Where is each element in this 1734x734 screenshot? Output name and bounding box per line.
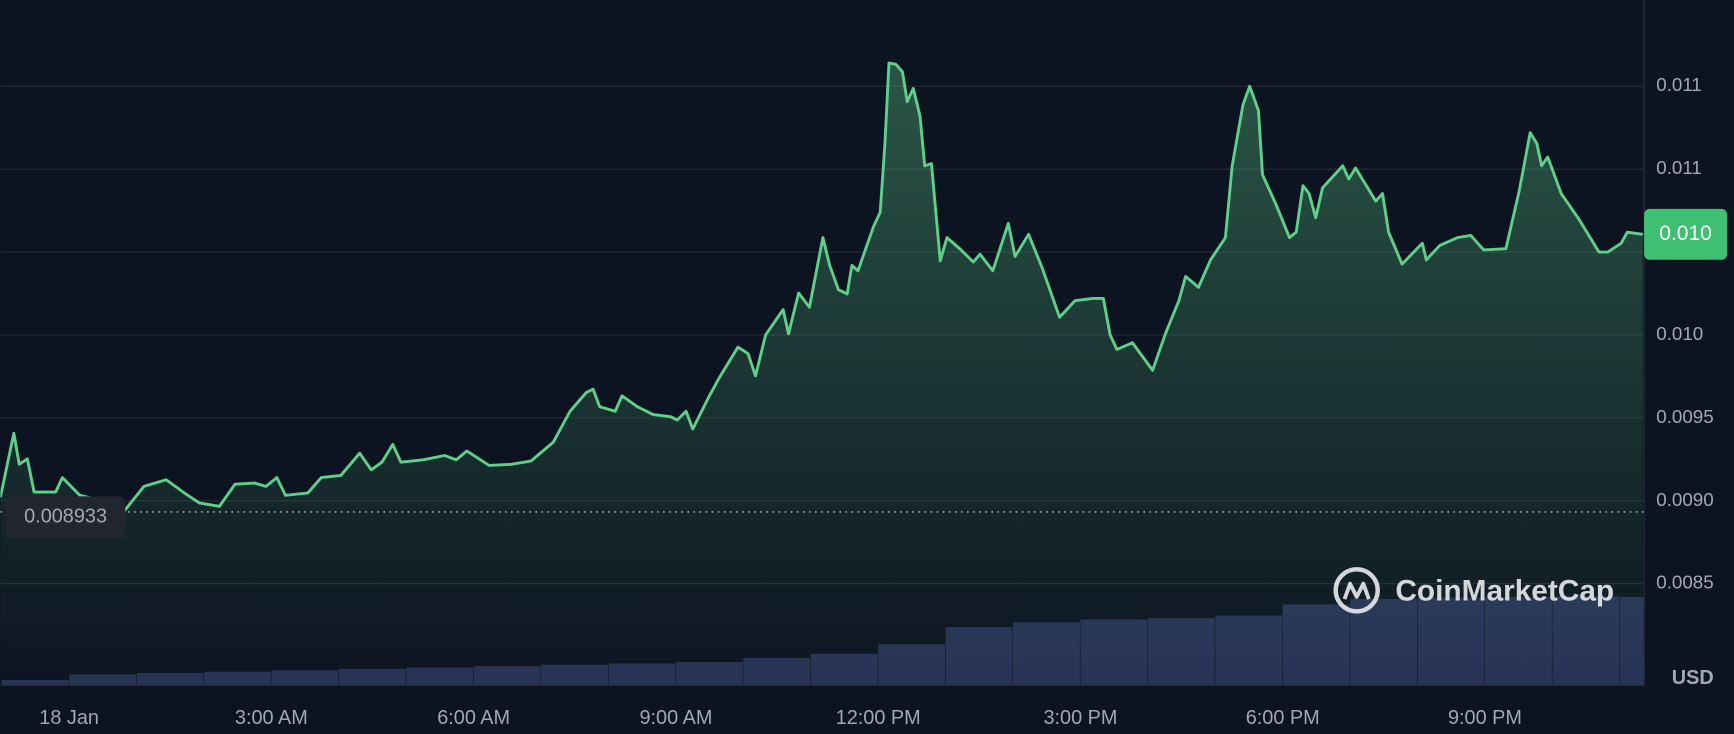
current-price-label: 0.010 xyxy=(1659,222,1712,245)
x-tick-label: 9:00 AM xyxy=(639,707,712,729)
open-price-label: 0.008933 xyxy=(24,506,107,528)
y-tick-label: 0.0095 xyxy=(1656,406,1713,427)
y-tick-label: 0.010 xyxy=(1656,323,1703,344)
watermark-logo-mark xyxy=(1342,581,1371,600)
x-tick-label: 18 Jan xyxy=(39,707,99,729)
labels: 0.0085 0.0090 0.0095 0.010 0.010 0.011 0.011 18… xyxy=(5,74,1728,729)
x-tick-label: 9:00 PM xyxy=(1448,707,1522,729)
currency-label: USD xyxy=(1672,667,1714,689)
x-tick-label: 3:00 AM xyxy=(235,707,308,729)
watermark-text: CoinMarketCap xyxy=(1395,574,1614,607)
watermark-logo xyxy=(1333,567,1380,614)
current-price-badge xyxy=(1644,208,1728,260)
x-tick-label: 12:00 PM xyxy=(836,707,921,729)
y-tick-label: 0.011 xyxy=(1656,74,1702,95)
y-tick-label: 0.0090 xyxy=(1656,489,1713,510)
open-price-badge xyxy=(5,496,126,539)
price-layer xyxy=(0,61,1645,686)
x-tick-label: 3:00 PM xyxy=(1043,707,1117,729)
y-tick-label: 0.0085 xyxy=(1656,572,1713,593)
y-tick-label: 0.011 xyxy=(1656,157,1702,178)
x-tick-label: 6:00 PM xyxy=(1246,707,1320,729)
x-tick-label: 6:00 AM xyxy=(437,707,510,729)
price-line xyxy=(0,61,1643,513)
watermark: CoinMarketCap xyxy=(1333,567,1614,614)
price-area xyxy=(0,63,1643,686)
